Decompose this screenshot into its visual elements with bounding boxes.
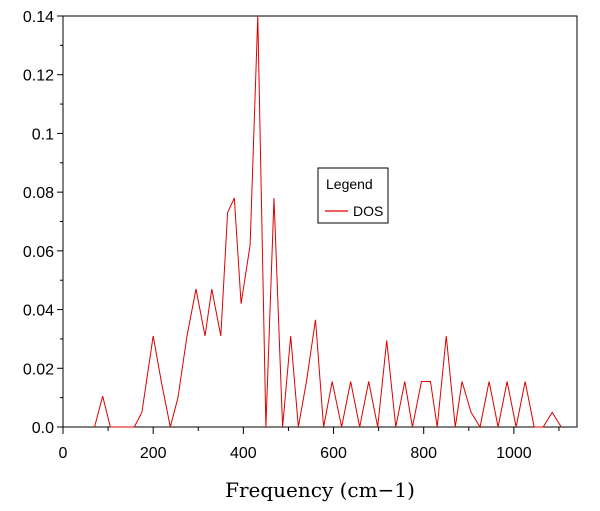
x-axis-label: Frequency (cm−1) <box>225 478 415 502</box>
y-tick-label: 0.08 <box>23 185 54 202</box>
y-tick-label: 0.14 <box>23 9 54 26</box>
x-tick-label: 0 <box>59 445 68 462</box>
x-tick-label: 200 <box>140 445 167 462</box>
y-tick-label: 0.02 <box>23 361 54 378</box>
y-tick-label: 0.06 <box>23 244 54 261</box>
x-tick-label: 1000 <box>496 445 532 462</box>
tick-marks <box>57 15 560 434</box>
y-tick-label: 0.1 <box>32 126 54 143</box>
series-layer <box>94 15 562 429</box>
y-tick-label: 0.0 <box>32 420 54 437</box>
legend-title: Legend <box>326 176 373 192</box>
y-tick-label: 0.04 <box>23 303 54 320</box>
legend: Legend DOS <box>317 167 389 224</box>
x-tick-label: 600 <box>320 445 347 462</box>
x-tick-label: 400 <box>230 445 257 462</box>
legend-box <box>317 167 389 224</box>
series-line-dos <box>94 15 562 429</box>
x-tick-label: 800 <box>410 445 437 462</box>
legend-label-dos: DOS <box>353 203 383 219</box>
y-tick-label: 0.12 <box>23 68 54 85</box>
